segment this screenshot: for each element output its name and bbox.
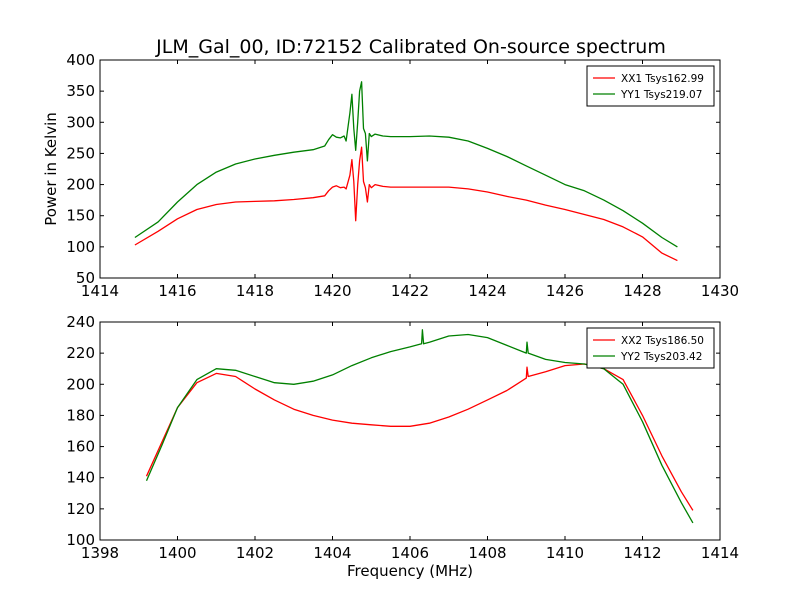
y-tick-label: 140: [66, 469, 95, 487]
y-tick-label: 220: [66, 344, 95, 362]
y-tick-label: 100: [66, 238, 95, 256]
x-tick-label: 1430: [701, 282, 739, 300]
y-tick-label: 150: [66, 207, 95, 225]
legend: XX1 Tsys162.99 YY1 Tsys219.07: [586, 65, 715, 107]
legend-entry: XX2 Tsys186.50: [621, 335, 704, 347]
x-tick-label: 1420: [313, 282, 351, 300]
legend: XX2 Tsys186.50 YY2 Tsys203.42: [586, 327, 715, 369]
x-tick-label: 1428: [623, 282, 661, 300]
x-tick-label: 1414: [81, 282, 119, 300]
y-tick-label: 160: [66, 438, 95, 456]
x-tick-label: 1424: [468, 282, 506, 300]
chart-title: JLM_Gal_00, ID:72152 Calibrated On-sourc…: [155, 36, 666, 58]
y-tick-label: 240: [66, 313, 95, 331]
x-axis-label: Frequency (MHz): [347, 562, 473, 580]
legend-entry: YY1 Tsys219.07: [620, 89, 702, 101]
legend-box: [586, 65, 715, 107]
y-tick-label: 100: [66, 531, 95, 549]
x-tick-label: 1414: [701, 544, 739, 562]
y-axis-label: Power in Kelvin: [42, 112, 60, 226]
bottom-spectrum-axes: 1398 1400 1402 1404 1406 1408 1410 1412 1414 100 1…: [66, 313, 739, 580]
y-tick-label: 250: [66, 144, 95, 162]
series-line-2: [134, 81, 678, 248]
x-tick-label: 1426: [546, 282, 584, 300]
x-tick-label: 1408: [468, 544, 506, 562]
legend-entry: YY2 Tsys203.42: [620, 351, 702, 363]
y-tick-label: 400: [66, 51, 95, 69]
x-tick-label: 1398: [81, 544, 119, 562]
x-tick-label: 1418: [236, 282, 274, 300]
y-tick-label: 200: [66, 176, 95, 194]
y-tick-label: 300: [66, 113, 95, 131]
top-spectrum-axes: 1414 1416 1418 1420 1422 1424 1426 1428 1430 50 10…: [42, 51, 739, 300]
x-tick-label: 1400: [158, 544, 196, 562]
x-tick-label: 1412: [623, 544, 661, 562]
y-tick-label: 120: [66, 500, 95, 518]
series-line-1: [145, 363, 694, 511]
y-tick-label: 180: [66, 406, 95, 424]
legend-box: [586, 327, 715, 369]
x-tick-label: 1422: [391, 282, 429, 300]
y-tick-label: 50: [76, 269, 95, 287]
x-tick-label: 1406: [391, 544, 429, 562]
y-tick-label: 350: [66, 82, 95, 100]
x-tick-label: 1404: [313, 544, 351, 562]
x-tick-label: 1410: [546, 544, 584, 562]
x-tick-label: 1402: [236, 544, 274, 562]
legend-entry: XX1 Tsys162.99: [621, 73, 704, 85]
series-line-1: [134, 146, 678, 262]
y-tick-label: 200: [66, 375, 95, 393]
x-tick-label: 1416: [158, 282, 196, 300]
